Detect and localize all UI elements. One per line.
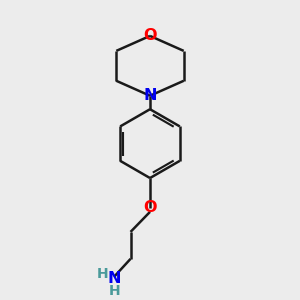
Text: H: H (109, 284, 121, 298)
Text: N: N (108, 271, 122, 286)
Text: O: O (143, 28, 157, 44)
Text: H: H (97, 267, 109, 281)
Text: N: N (143, 88, 157, 103)
Text: O: O (143, 200, 157, 215)
